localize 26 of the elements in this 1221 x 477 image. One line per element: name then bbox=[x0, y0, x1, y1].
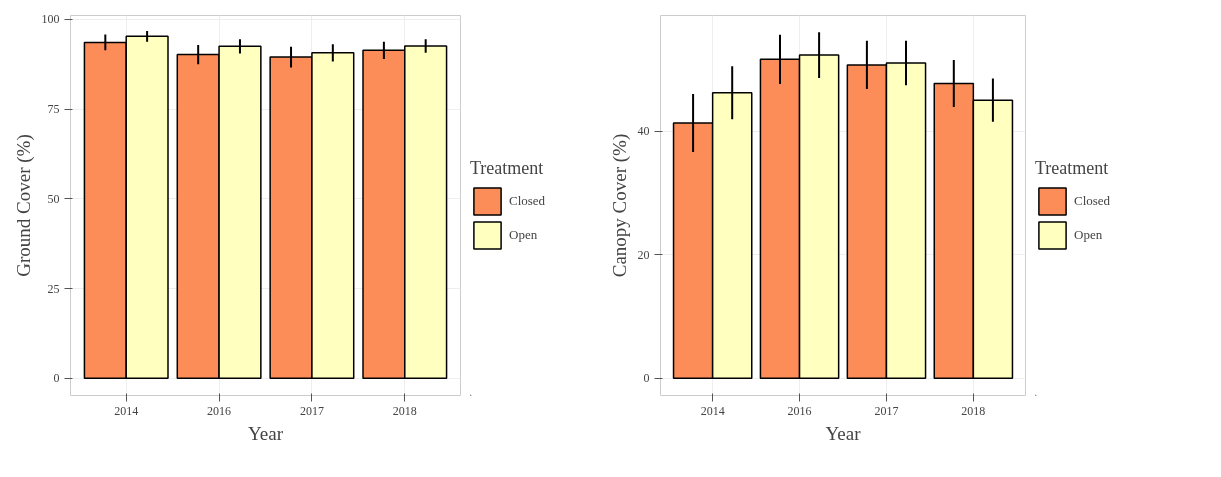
x-tick-label: 2017 bbox=[299, 403, 324, 418]
y-tick-label: 40 bbox=[637, 124, 650, 139]
x-tick-label: 2016 bbox=[787, 403, 812, 418]
y-tick-label: 0 bbox=[643, 371, 650, 386]
y-tick-label: 20 bbox=[637, 247, 650, 262]
legend-title: Treatment bbox=[470, 158, 545, 179]
x-tick-label: 2018 bbox=[392, 403, 417, 418]
y-axis-title: Canopy Cover (%) bbox=[608, 133, 631, 278]
y-tick-label: 100 bbox=[41, 12, 60, 27]
x-tick-label: 2018 bbox=[961, 403, 986, 418]
y-tick-label: 25 bbox=[47, 281, 60, 296]
x-axis-title: Year bbox=[247, 422, 284, 444]
y-tick-label: 50 bbox=[47, 191, 60, 206]
x-axis-title: Year bbox=[825, 422, 862, 444]
legend-label: Open bbox=[509, 227, 538, 243]
y-axis-title: Ground Cover (%) bbox=[12, 134, 35, 277]
x-tick-label: 2016 bbox=[207, 403, 232, 418]
legend-title: Treatment bbox=[1035, 158, 1110, 179]
y-tick-label: 0 bbox=[53, 371, 60, 386]
x-tick-label: 2017 bbox=[874, 403, 899, 418]
legend-label: Closed bbox=[1074, 193, 1111, 209]
x-tick-label: 2014 bbox=[700, 403, 725, 418]
legend-label: Closed bbox=[509, 193, 546, 209]
x-tick-label: 2014 bbox=[114, 403, 139, 418]
legend-label: Open bbox=[1074, 227, 1103, 243]
y-tick-label: 75 bbox=[47, 102, 60, 117]
